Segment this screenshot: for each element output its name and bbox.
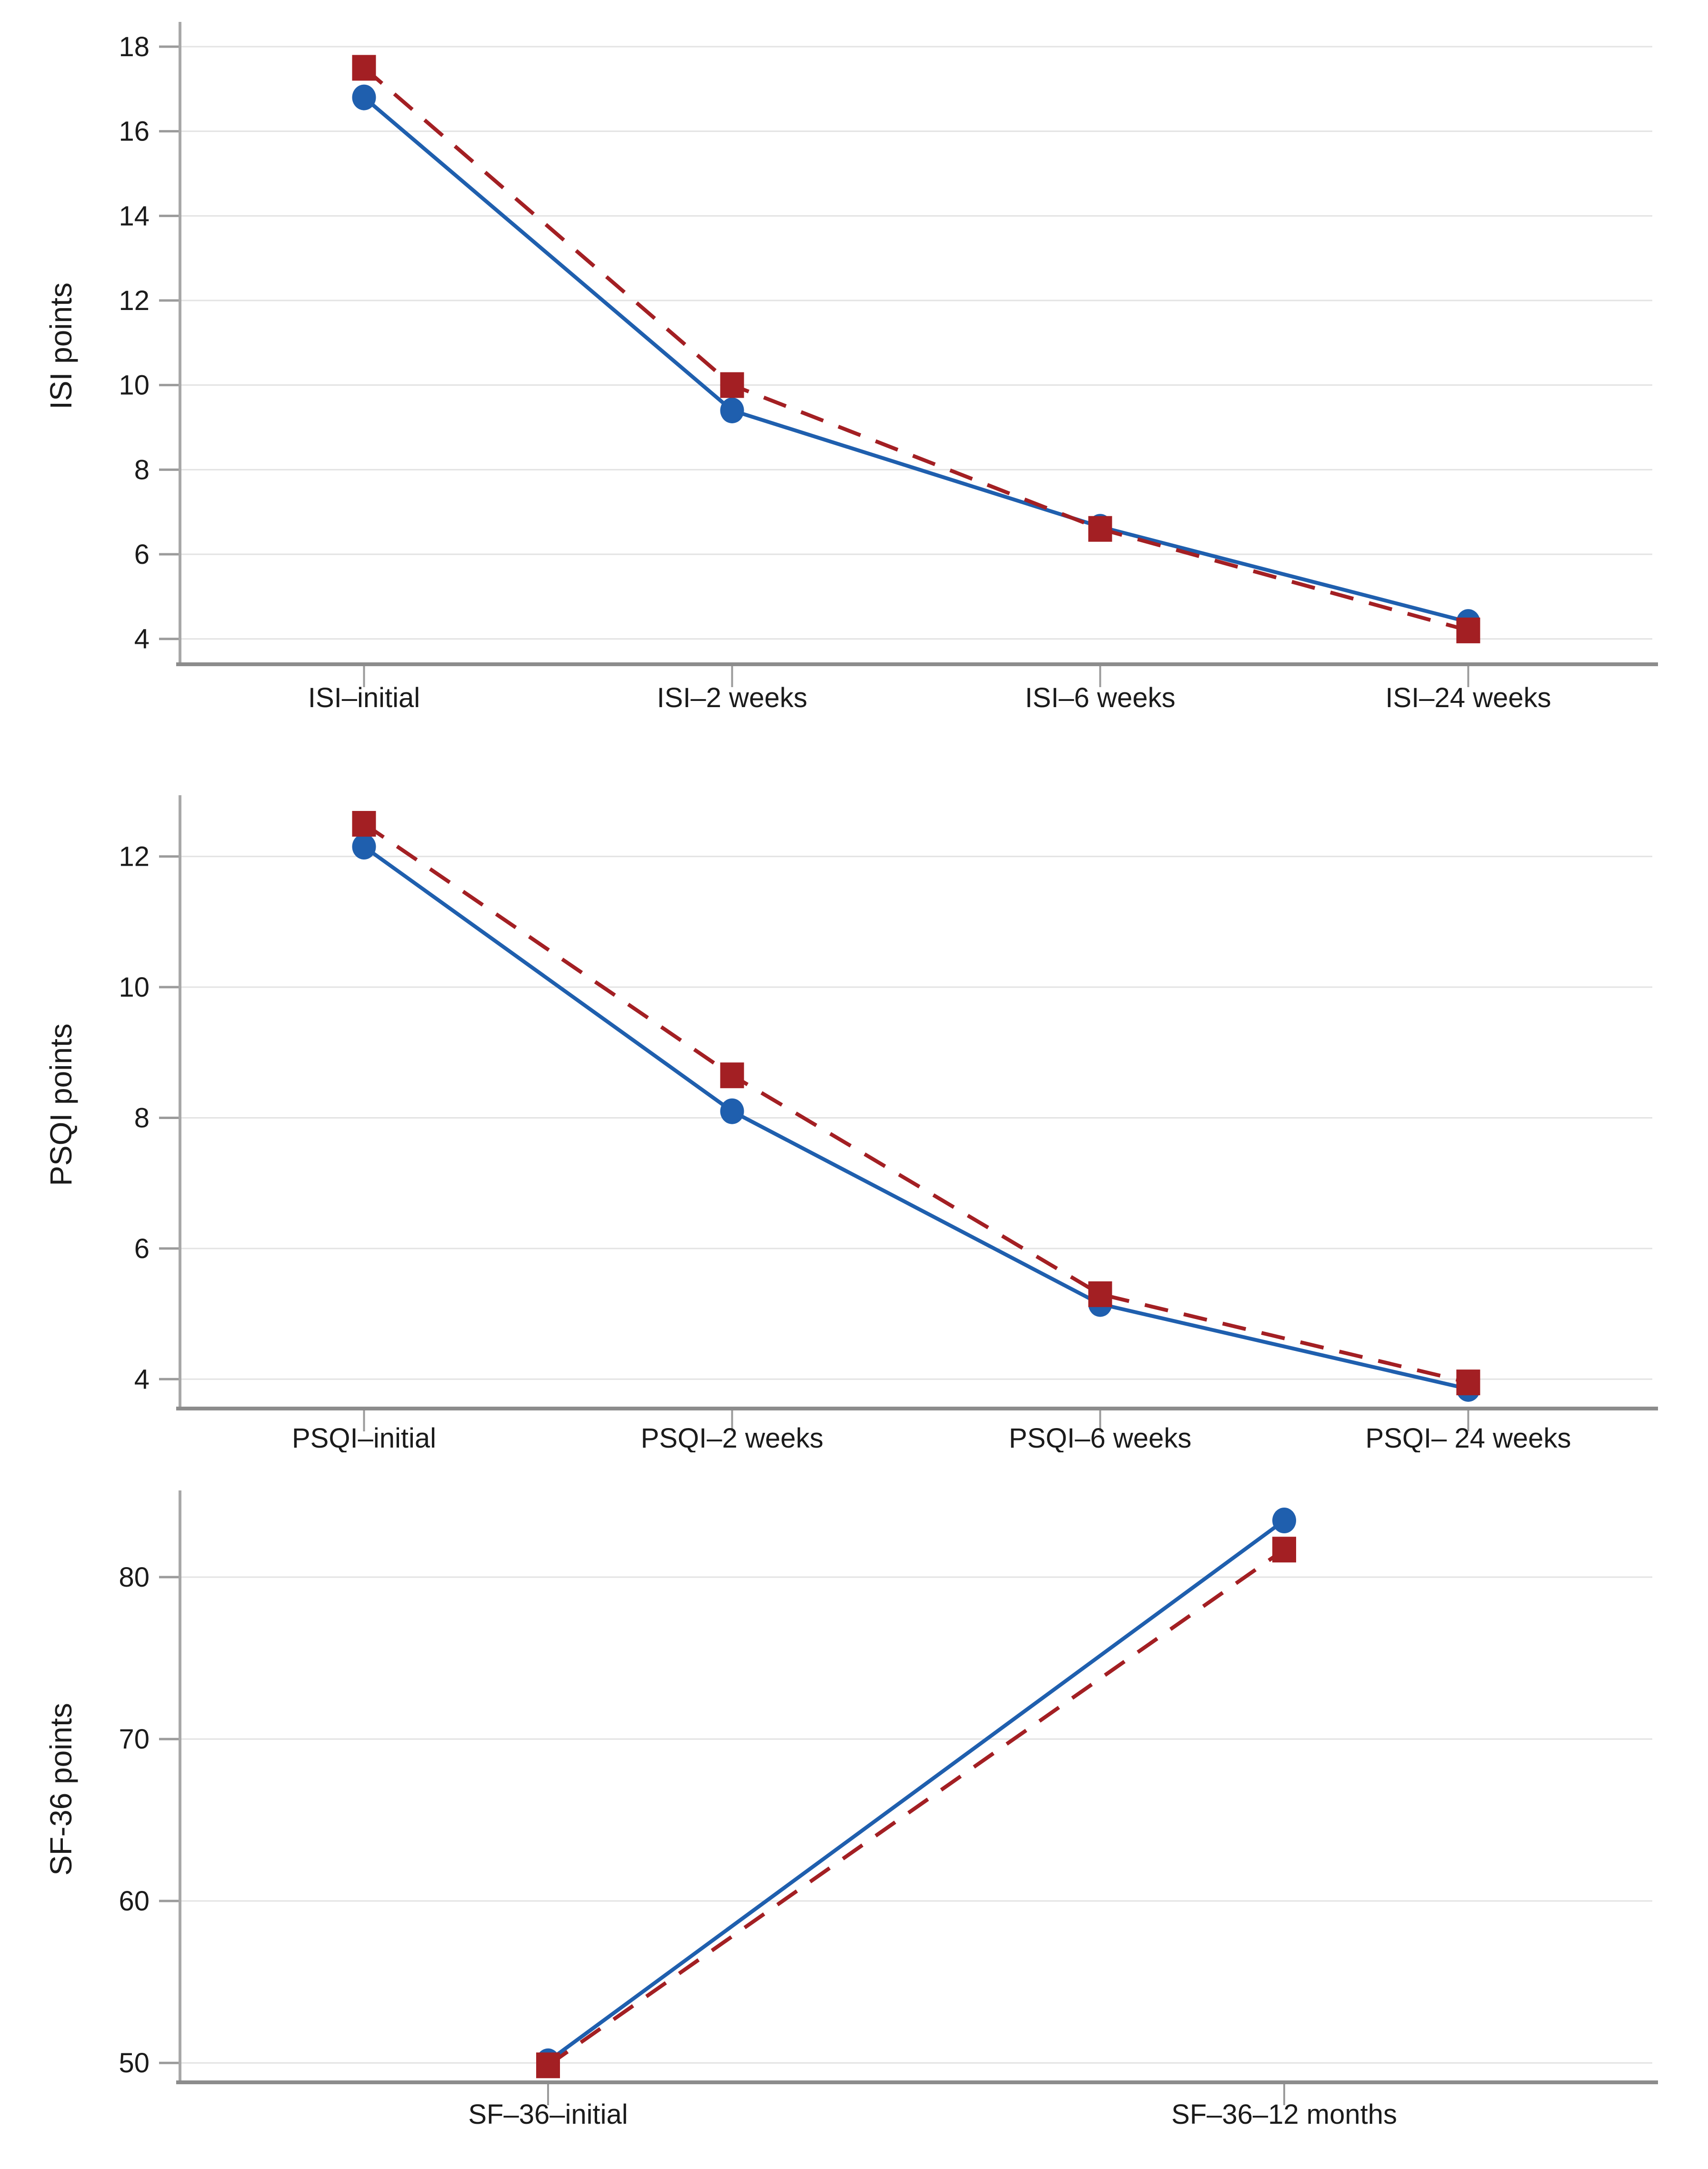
x-category-label: ISI–2 weeks — [657, 682, 808, 713]
data-point-circle — [720, 1098, 744, 1124]
data-point-square — [1272, 1537, 1296, 1563]
x-category-label: PSQI–6 weeks — [1009, 1423, 1192, 1452]
red-dashed-series-line — [362, 66, 1469, 632]
data-point-square — [720, 1062, 744, 1089]
y-tick-label: 12 — [119, 285, 150, 316]
isi-points-chart: 4 6 8 10 12 14 16 18 ISI–initial ISI–2 weeks ISI–6… — [0, 0, 1708, 724]
y-tick-label: 10 — [119, 972, 150, 1003]
isi-chart-canvas: 4 6 8 10 12 14 16 18 ISI–initial ISI–2 weeks ISI–6… — [44, 22, 1658, 713]
y-tick-label: 70 — [119, 1724, 150, 1755]
y-axis-title: ISI points — [44, 282, 78, 410]
y-tick-label: 8 — [134, 454, 150, 485]
data-point-square — [720, 372, 744, 398]
y-tick-label: 60 — [119, 1886, 150, 1917]
sf36-points-chart: 50 60 70 80 SF–36–initial SF–36–12 months SF-3… — [0, 1452, 1708, 2169]
x-category-label: ISI–6 weeks — [1025, 682, 1176, 713]
red-dashed-series-line — [363, 822, 1469, 1385]
data-point-square — [1088, 516, 1112, 542]
x-category-label: ISI–24 weeks — [1385, 682, 1551, 713]
psqi-chart-canvas: 4 6 8 10 12 PSQI–initial PSQI–2 weeks PSQI–6 we… — [44, 795, 1658, 1452]
y-tick-label: 8 — [134, 1102, 150, 1133]
data-point-circle — [352, 834, 376, 860]
y-tick-label: 80 — [119, 1562, 150, 1593]
data-point-square — [352, 811, 376, 837]
y-tick-label: 12 — [119, 841, 150, 872]
y-tick-label: 50 — [119, 2048, 150, 2079]
x-category-label: PSQI–2 weeks — [641, 1423, 824, 1452]
data-point-square — [1456, 1369, 1480, 1396]
psqi-points-chart: 4 6 8 10 12 PSQI–initial PSQI–2 weeks PSQI–6 we… — [0, 724, 1708, 1452]
y-tick-label: 6 — [134, 539, 150, 570]
y-axis-title: PSQI points — [44, 1023, 78, 1186]
x-category-label: SF–36–initial — [468, 2099, 628, 2130]
data-point-square — [1088, 1281, 1112, 1307]
x-category-label: PSQI– 24 weeks — [1366, 1423, 1571, 1452]
data-point-circle — [352, 84, 376, 110]
red-dashed-series-line — [547, 1548, 1286, 2067]
y-tick-label: 10 — [119, 370, 150, 401]
y-tick-label: 14 — [119, 200, 150, 231]
data-point-square — [536, 2052, 560, 2079]
blue-solid-series-line — [362, 96, 1469, 624]
data-point-square — [1456, 617, 1480, 643]
x-category-label: SF–36–12 months — [1171, 2099, 1397, 2130]
y-tick-label: 18 — [119, 31, 150, 62]
data-point-circle — [720, 397, 744, 423]
data-point-square — [352, 55, 376, 81]
data-point-circle — [1272, 1508, 1296, 1534]
sf36-chart-canvas: 50 60 70 80 SF–36–initial SF–36–12 months SF-3… — [44, 1490, 1658, 2130]
y-tick-label: 16 — [119, 116, 150, 147]
y-tick-label: 6 — [134, 1233, 150, 1264]
y-axis-title: SF-36 points — [44, 1703, 78, 1876]
y-tick-label: 4 — [134, 624, 150, 655]
x-category-label: PSQI–initial — [292, 1423, 436, 1452]
blue-solid-series-line — [547, 1519, 1286, 2063]
y-tick-label: 4 — [134, 1364, 150, 1395]
x-category-label: ISI–initial — [308, 682, 420, 713]
blue-solid-series-line — [363, 845, 1469, 1391]
